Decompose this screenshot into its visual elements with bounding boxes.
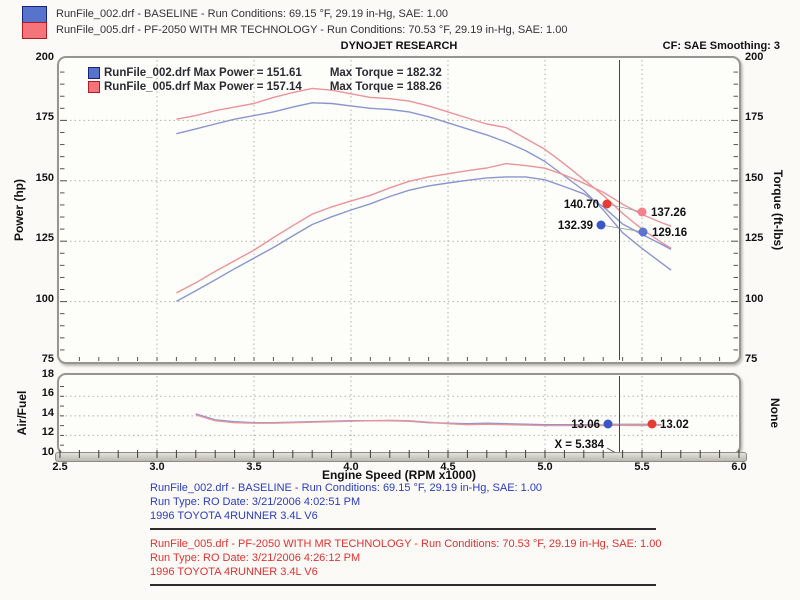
mr-swatch-icon <box>88 81 100 93</box>
baseline-max-power-label: RunFile_002.drf Max Power = 151.61 <box>104 67 302 79</box>
none-axis-title: None <box>768 398 782 428</box>
run2-color-swatch <box>22 21 47 39</box>
rpm-tick-label: 4.0 <box>343 461 359 473</box>
power-tick-label: 125 <box>35 232 54 245</box>
run2-header-label: RunFile_005.drf - PF-2050 WITH MR TECHNO… <box>56 24 568 36</box>
run1-info-conditions: RunFile_002.drf - BASELINE - Run Conditi… <box>150 482 543 494</box>
rpm-tick-label: 6.0 <box>731 461 747 473</box>
torque-tick-label: 200 <box>745 51 764 63</box>
run2-info-conditions: RunFile_005.drf - PF-2050 WITH MR TECHNO… <box>150 538 662 550</box>
rpm-tick-label: 5.5 <box>634 461 650 473</box>
run1-info-vehicle: 1996 TOYOTA 4RUNNER 3.4L V6 <box>150 510 318 522</box>
power-torque-panel[interactable]: 140.70 137.26 132.39 129.16 RunFile_002.drf… <box>57 56 741 364</box>
cursor-x-label: X = 5.384 <box>554 439 604 451</box>
rpm-tick-label: 3.5 <box>246 461 262 473</box>
torque-tick-label: 125 <box>745 232 764 245</box>
brand-title: DYNOJET RESEARCH <box>340 40 458 52</box>
mr-max-power-label: RunFile_005.drf Max Power = 157.14 <box>104 81 302 93</box>
airfuel-tick-label: 18 <box>41 367 54 380</box>
run1-header-label: RunFile_002.drf - BASELINE - Run Conditi… <box>56 8 449 20</box>
torque-tick-label: 150 <box>745 171 764 184</box>
engine-speed-axis-title: Engine Speed (RPM x1000) <box>321 468 477 482</box>
x-axis-bar <box>55 452 747 462</box>
legend-row-baseline: RunFile_002.drf Max Power = 151.61 Max T… <box>88 66 442 80</box>
cursor-value-label: 137.26 <box>651 207 686 219</box>
baseline-swatch-icon <box>88 67 100 79</box>
cursor-value-label: 129.16 <box>652 227 687 239</box>
run1-info-type-date: Run Type: RO Date: 3/21/2006 4:02:51 PM <box>150 496 361 508</box>
cursor-value-label: 140.70 <box>564 199 599 211</box>
rpm-tick-label: 3.0 <box>149 461 165 473</box>
air-fuel-chart[interactable]: 13.06 13.02 X = 5.384 <box>59 375 739 456</box>
header-run-legend-row: RunFile_005.drf - PF-2050 WITH MR TECHNO… <box>22 21 568 39</box>
footer-divider <box>150 528 656 530</box>
run2-info-type-date: Run Type: RO Date: 3/21/2006 4:26:12 PM <box>150 552 361 564</box>
torque-tick-label: 75 <box>745 353 758 365</box>
airfuel-tick-label: 12 <box>41 426 54 439</box>
mr-max-torque-label: Max Torque = 188.26 <box>329 81 442 93</box>
run1-color-swatch <box>22 5 47 23</box>
cursor-value-label: 13.02 <box>660 419 689 431</box>
rpm-tick-label: 4.5 <box>440 461 456 473</box>
airfuel-tick-label: 10 <box>41 446 54 458</box>
power-torque-chart[interactable]: 140.70 137.26 132.39 129.16 <box>59 58 739 362</box>
power-axis-title: Power (hp) <box>12 179 26 241</box>
torque-tick-label: 100 <box>745 292 764 305</box>
power-tick-label: 75 <box>41 353 54 365</box>
airfuel-tick-label: 16 <box>41 387 54 400</box>
baseline-max-torque-label: Max Torque = 182.32 <box>329 67 442 79</box>
rpm-tick-label: 5.0 <box>537 461 553 473</box>
rpm-tick-label: 2.5 <box>52 461 68 473</box>
run2-info-vehicle: 1996 TOYOTA 4RUNNER 3.4L V6 <box>150 566 318 578</box>
power-tick-label: 175 <box>35 111 54 124</box>
legend-row-mr: RunFile_005.drf Max Power = 157.14 Max T… <box>88 80 442 94</box>
cursor-value-label: 132.39 <box>558 220 593 232</box>
header-run-legend-row: RunFile_002.drf - BASELINE - Run Conditi… <box>22 5 449 23</box>
power-tick-label: 100 <box>35 292 54 305</box>
correction-smoothing-note: CF: SAE Smoothing: 3 <box>662 40 780 52</box>
max-values-legend: RunFile_002.drf Max Power = 151.61 Max T… <box>88 66 442 94</box>
power-tick-label: 200 <box>35 51 54 63</box>
footer-divider <box>150 584 656 586</box>
x-axis-ticks <box>59 450 740 458</box>
torque-tick-label: 175 <box>745 111 764 124</box>
power-tick-label: 150 <box>35 171 54 184</box>
air-fuel-panel[interactable]: 13.06 13.02 X = 5.384 <box>57 373 741 456</box>
cursor-value-label: 13.06 <box>571 419 600 431</box>
airfuel-tick-label: 14 <box>41 406 54 419</box>
